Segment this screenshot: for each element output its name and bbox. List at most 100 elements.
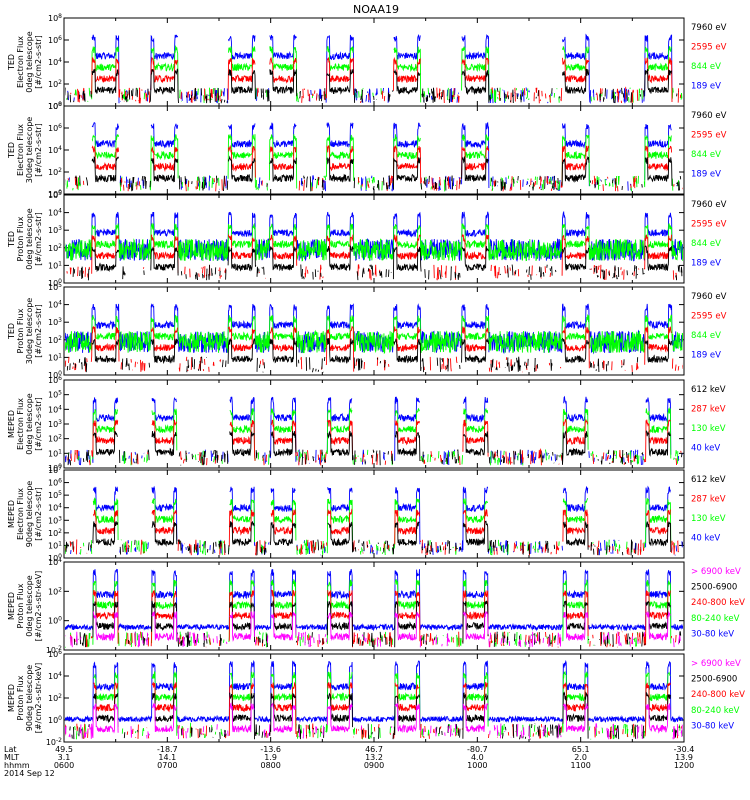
x-tick-label-hhmm: 1200 bbox=[674, 761, 694, 770]
y-tick-label: 100 bbox=[48, 553, 62, 563]
legend-entry: 7960 eV bbox=[691, 111, 727, 121]
legend-entry: 612 keV bbox=[691, 385, 726, 395]
y-tick-label: 106 bbox=[48, 375, 62, 385]
y-tick-label: 100 bbox=[48, 715, 62, 725]
series-group bbox=[65, 395, 684, 466]
y-tick-label: 102 bbox=[48, 243, 62, 253]
x-tick-label-lat: 65.1 bbox=[572, 745, 590, 754]
y-tick-label: 100 bbox=[48, 101, 62, 111]
y-tick-label: 104 bbox=[48, 404, 62, 414]
series-line bbox=[68, 431, 684, 465]
y-tick-label: 102 bbox=[48, 693, 62, 703]
legend-entry: 130 keV bbox=[691, 424, 726, 434]
panel-6: 100 101 102 103 104 105 106 107 MEPEDElectron Fl… bbox=[7, 465, 726, 563]
legend-entry: 287 keV bbox=[691, 405, 726, 415]
y-axis-label: TEDElectron Flux0deg telescope[#/cm2-s-s… bbox=[7, 31, 43, 92]
x-tick-label-lat: -13.6 bbox=[260, 745, 281, 754]
legend-entry: 2595 eV bbox=[691, 43, 727, 53]
series-line bbox=[70, 693, 683, 740]
panels-group: 100 102 104 106 108 TEDElectron Flux0deg tele… bbox=[7, 13, 745, 747]
panel-3: 100 101 102 103 104 105 TEDProton Flux0deg tel… bbox=[7, 190, 727, 288]
y-tick-label: 102 bbox=[48, 528, 62, 538]
x-tick-label-mlt: 13.9 bbox=[675, 753, 693, 762]
legend-entry: 844 eV bbox=[691, 239, 721, 249]
y-tick-label: 106 bbox=[48, 35, 62, 45]
x-tick-label-lat: -80.7 bbox=[467, 745, 488, 754]
y-tick-label: 104 bbox=[48, 145, 62, 155]
y-tick-label: 102 bbox=[48, 434, 62, 444]
legend-entry: 7960 eV bbox=[691, 23, 727, 33]
series-group bbox=[65, 210, 683, 281]
x-tick-label-mlt: 1.9 bbox=[264, 753, 277, 762]
y-tick-label: 107 bbox=[48, 465, 62, 475]
series-line bbox=[65, 498, 683, 555]
legend-entry: 189 eV bbox=[691, 170, 721, 180]
series-group bbox=[65, 123, 683, 192]
x-tick-label-mlt: 4.0 bbox=[471, 753, 484, 762]
legend-entry: 189 eV bbox=[691, 82, 721, 92]
legend-entry: 612 keV bbox=[691, 475, 726, 485]
y-axis-label: TEDElectron Flux30deg telescope[#/cm2-s-… bbox=[7, 117, 43, 184]
panel-2: 100 102 104 106 108 TEDElectron Flux30deg tel… bbox=[7, 101, 727, 199]
panel-1: 100 102 104 106 108 TEDElectron Flux0deg tele… bbox=[7, 13, 727, 111]
y-tick-label: 104 bbox=[48, 671, 62, 681]
legend-entry: 2500-6900 bbox=[691, 583, 737, 593]
x-tick-label-hhmm: 0800 bbox=[260, 761, 280, 770]
legend-entry: 40 keV bbox=[691, 444, 720, 454]
x-tick-label-lat: -30.4 bbox=[674, 745, 695, 754]
panel-5: 100 101 102 103 104 105 106 MEPEDElectron Flux0… bbox=[7, 375, 726, 473]
y-tick-label: 105 bbox=[48, 190, 62, 200]
legend-entry: 7960 eV bbox=[691, 292, 727, 302]
panel-frame bbox=[63, 17, 685, 107]
series-group bbox=[65, 568, 683, 647]
y-tick-label: 100 bbox=[48, 278, 62, 288]
series-line bbox=[65, 155, 682, 192]
y-axis-label: MEPEDElectron Flux90deg telescope[#/cm2-… bbox=[7, 481, 43, 548]
y-tick-label: 103 bbox=[48, 419, 62, 429]
x-tick-label-mlt: 3.1 bbox=[58, 753, 71, 762]
x-tick-label-mlt: 2.0 bbox=[574, 753, 587, 762]
x-tick-label-hhmm: 1000 bbox=[467, 761, 487, 770]
x-tick-label-lat: 49.5 bbox=[55, 745, 73, 754]
panel-7: 10-2 100 102 104 MEPEDProton Flux0deg telesc… bbox=[7, 557, 745, 655]
series-line bbox=[72, 244, 683, 281]
legend-entry: 80-240 keV bbox=[691, 706, 740, 716]
y-tick-label: 104 bbox=[48, 300, 62, 310]
y-tick-label: 100 bbox=[48, 189, 62, 199]
panel-8: 10-2 100 102 104 106 MEPEDProton Flux90deg te… bbox=[7, 649, 745, 747]
legend-entry: > 6900 keV bbox=[691, 567, 741, 577]
legend-entry: 844 eV bbox=[691, 62, 721, 72]
series-line bbox=[65, 325, 683, 373]
series-line bbox=[65, 659, 683, 724]
series-group bbox=[65, 303, 683, 373]
y-tick-label: 104 bbox=[48, 557, 62, 567]
legend-entry: 2595 eV bbox=[691, 220, 727, 230]
legend-entry: 189 eV bbox=[691, 259, 721, 269]
legend-entry: 287 keV bbox=[691, 495, 726, 505]
y-tick-label: 102 bbox=[48, 79, 62, 89]
legend-entry: 7960 eV bbox=[691, 200, 727, 210]
series-group bbox=[64, 35, 684, 104]
legend-entry: 40 keV bbox=[691, 534, 720, 544]
series-line bbox=[74, 670, 683, 740]
y-tick-label: 102 bbox=[48, 167, 62, 177]
y-tick-label: 10-2 bbox=[46, 645, 62, 655]
legend-entry: 130 keV bbox=[691, 514, 726, 524]
y-tick-label: 108 bbox=[48, 101, 62, 111]
y-tick-label: 103 bbox=[48, 515, 62, 525]
legend-entry: 2500-6900 bbox=[691, 675, 737, 685]
x-tick-label-hhmm: 0700 bbox=[157, 761, 177, 770]
y-tick-label: 108 bbox=[48, 13, 62, 23]
series-line bbox=[68, 35, 682, 104]
legend-entry: 844 eV bbox=[691, 331, 721, 341]
series-line bbox=[67, 144, 683, 192]
legend-entry: 844 eV bbox=[691, 150, 721, 160]
y-tick-label: 105 bbox=[48, 490, 62, 500]
y-axis-label: MEPEDProton Flux0deg telescope[#/cm2-s-s… bbox=[7, 571, 43, 642]
y-tick-label: 103 bbox=[48, 317, 62, 327]
legend-entry: 240-800 keV bbox=[691, 690, 745, 700]
legend-entry: 80-240 keV bbox=[691, 614, 740, 624]
legend-entry: 240-800 keV bbox=[691, 598, 745, 608]
